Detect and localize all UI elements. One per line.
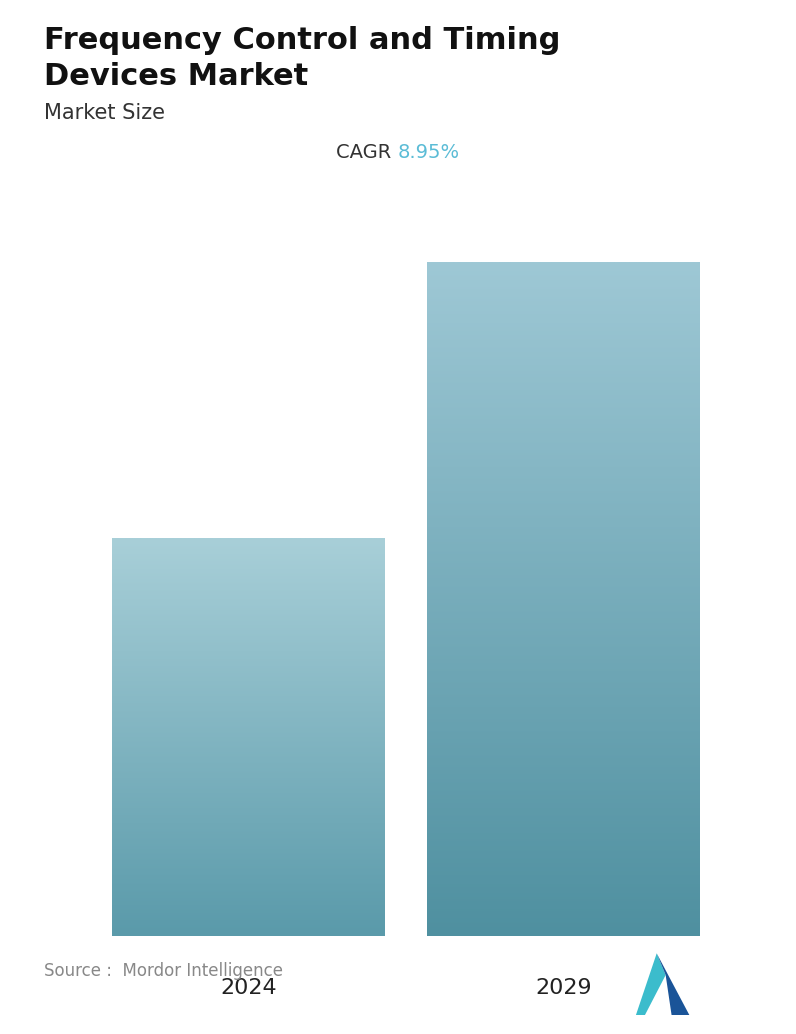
Text: 2024: 2024 xyxy=(220,978,277,998)
Text: Market Size: Market Size xyxy=(44,103,165,123)
Text: Frequency Control and Timing: Frequency Control and Timing xyxy=(44,26,560,55)
Polygon shape xyxy=(636,953,665,1015)
Text: Source :  Mordor Intelligence: Source : Mordor Intelligence xyxy=(44,963,283,980)
Text: 8.95%: 8.95% xyxy=(398,143,460,161)
Polygon shape xyxy=(657,953,689,1015)
Text: Devices Market: Devices Market xyxy=(44,62,308,91)
Text: CAGR: CAGR xyxy=(337,143,398,161)
Text: 2029: 2029 xyxy=(535,978,592,998)
